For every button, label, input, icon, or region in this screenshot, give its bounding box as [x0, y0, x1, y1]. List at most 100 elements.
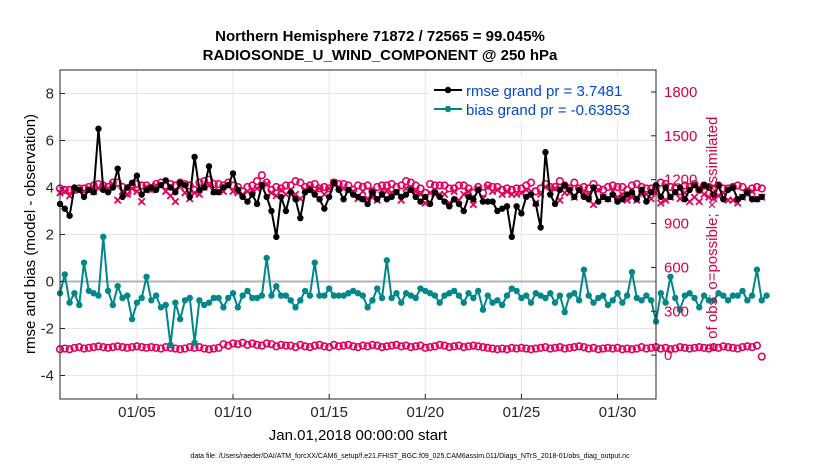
obs-possible-point-133: [695, 185, 704, 195]
bias-point-70: [393, 290, 400, 297]
obs-possible-low-point-115: [608, 344, 617, 353]
obs-possible-low-point-13: [118, 342, 127, 352]
bias-point-142: [739, 287, 746, 295]
bias-point-97: [523, 292, 530, 299]
bias-point-105: [561, 308, 568, 316]
rmse-point-61: [349, 191, 357, 198]
bias-point-13: [119, 294, 126, 302]
bias-point-76: [422, 287, 429, 295]
obs-possible-low-point-143: [743, 342, 752, 351]
obs-possible-low-point-102: [546, 344, 555, 353]
rmse-point-12: [114, 165, 121, 172]
rmse-point-113: [599, 193, 607, 201]
obs-possible-low-point-63: [358, 341, 367, 350]
obs-possible-low-point-27: [185, 342, 194, 352]
obs-possible-point-103: [550, 182, 560, 192]
y-left-tick-label-5: 6: [46, 133, 54, 150]
bias-point-106: [566, 292, 573, 299]
bias-point-21: [157, 304, 165, 311]
obs-possible-point-142: [738, 182, 747, 192]
rmse-point-49: [292, 196, 299, 203]
rmse-point-132: [691, 181, 698, 189]
obs-possible-low-point-8: [94, 342, 103, 351]
y-right-tick-label-1: 300: [664, 303, 689, 320]
bias-point-58: [335, 292, 342, 299]
obs-possible-low-point-60: [344, 340, 353, 349]
rmse-point-19: [148, 184, 155, 191]
bias-point-129: [676, 306, 684, 313]
bias-point-34: [220, 304, 227, 311]
obs-possible-low-point-119: [627, 345, 637, 354]
rmse-point-75: [417, 198, 424, 205]
rmse-point-69: [388, 193, 395, 201]
bias-point-121: [638, 297, 645, 304]
rmse-point-138: [720, 196, 727, 203]
obs-possible-point-98: [526, 178, 536, 187]
y-left-tick-label-0: -4: [41, 368, 54, 385]
rmse-point-146: [758, 193, 765, 201]
obs-possible-low-point-14: [123, 343, 132, 352]
rmse-point-81: [446, 203, 453, 210]
rmse-point-87: [474, 186, 482, 194]
rmse-point-60: [345, 186, 352, 194]
obs-possible-low-point-2: [65, 345, 74, 354]
rmse-point-5: [80, 193, 88, 201]
rmse-point-57: [330, 179, 338, 186]
obs-possible-low-point-17: [137, 342, 146, 352]
footnote: data file: /Users/raeder/DAI/ATM_forcXX/…: [190, 453, 630, 460]
bias-point-123: [647, 297, 655, 304]
bias-point-18: [143, 273, 150, 280]
obs-possible-low-point-129: [675, 342, 685, 352]
obs-possible-point-62: [353, 181, 363, 190]
obs-possible-low-point-79: [435, 340, 444, 349]
rmse-point-71: [398, 193, 405, 201]
bias-point-104: [556, 292, 564, 299]
rmse-point-127: [667, 193, 674, 201]
rmse-point-37: [234, 186, 242, 194]
rmse-point-46: [277, 193, 285, 201]
obs-assimilated-point-93: [503, 187, 511, 196]
rmse-point-27: [186, 193, 193, 201]
bias-point-19: [148, 297, 155, 304]
rmse-point-102: [547, 191, 554, 198]
obs-possible-point-54: [315, 184, 324, 193]
x-tick-label-5: 01/30: [599, 404, 637, 421]
rmse-point-134: [700, 181, 708, 189]
rmse-point-106: [566, 186, 573, 194]
rmse-point-68: [383, 196, 391, 203]
obs-possible-low-point-40: [248, 339, 257, 348]
rmse-point-59: [340, 196, 347, 203]
rmse-point-122: [643, 198, 650, 205]
rmse-point-29: [196, 186, 203, 194]
obs-assimilated-point-85: [464, 187, 473, 196]
rmse-point-119: [628, 189, 636, 196]
obs-possible-point-77: [425, 179, 435, 189]
bias-point-88: [479, 306, 487, 313]
obs-possible-point-75: [416, 184, 425, 193]
bias-point-83: [455, 292, 463, 299]
bias-point-53: [311, 259, 318, 266]
bias-point-120: [633, 294, 640, 302]
bias-point-100: [537, 292, 544, 299]
obs-possible-low-point-12: [113, 342, 122, 351]
rmse-point-130: [681, 196, 689, 203]
y-left-tick-label-6: 8: [46, 86, 54, 103]
bias-point-56: [325, 285, 333, 292]
obs-possible-low-point-19: [147, 342, 156, 352]
obs-possible-low-point-100: [536, 343, 545, 352]
bias-point-10: [104, 287, 112, 295]
obs-possible-low-point-122: [642, 344, 651, 353]
obs-possible-point-64: [363, 181, 372, 190]
obs-possible-low-point-86: [469, 341, 478, 350]
rmse-point-42: [258, 181, 266, 189]
rmse-point-112: [595, 198, 602, 205]
rmse-point-93: [503, 203, 511, 210]
y-left-tick-label-1: -2: [41, 321, 54, 338]
obs-possible-low-point-142: [738, 342, 747, 352]
obs-possible-low-point-41: [252, 340, 262, 349]
bias-point-6: [85, 287, 93, 295]
obs-possible-low-point-26: [180, 344, 190, 353]
bias-point-47: [282, 292, 290, 299]
bias-point-60: [345, 290, 352, 297]
obs-possible-low-point-135: [704, 344, 713, 353]
